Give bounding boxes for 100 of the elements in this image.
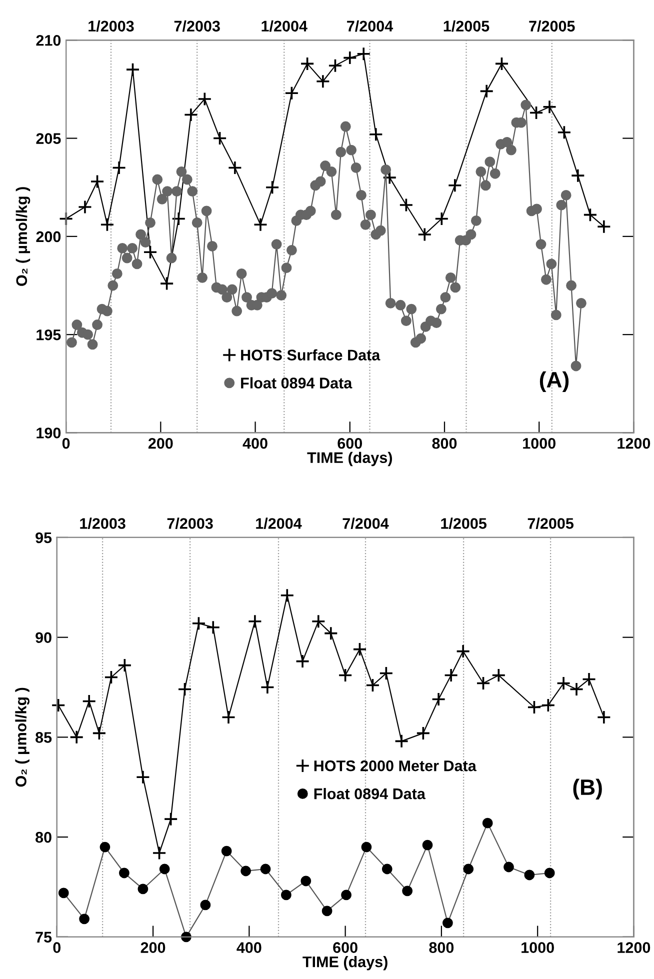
point bbox=[527, 700, 542, 714]
x-tick-label: 0 bbox=[53, 942, 61, 953]
x-tick-label: 200 bbox=[140, 942, 166, 953]
point bbox=[448, 178, 462, 193]
point bbox=[143, 244, 158, 260]
legend-label: Float 0894 Data bbox=[241, 377, 352, 388]
point bbox=[476, 676, 490, 690]
point bbox=[284, 86, 299, 100]
point bbox=[51, 698, 66, 712]
point bbox=[100, 842, 110, 852]
point bbox=[434, 212, 449, 226]
point bbox=[260, 864, 271, 874]
point bbox=[422, 840, 433, 850]
point bbox=[184, 108, 198, 122]
point bbox=[341, 890, 352, 900]
point bbox=[58, 888, 69, 898]
point bbox=[164, 812, 178, 826]
point bbox=[582, 672, 596, 686]
point bbox=[90, 174, 104, 189]
y-tick-label: 80 bbox=[36, 832, 52, 843]
x2-tick-label: 1/2004 bbox=[262, 20, 308, 32]
point bbox=[79, 914, 90, 924]
point bbox=[253, 217, 268, 232]
point bbox=[82, 694, 96, 708]
point bbox=[138, 884, 148, 894]
point bbox=[280, 890, 292, 900]
point bbox=[463, 864, 474, 874]
x2-tick-label: 7/2003 bbox=[174, 20, 220, 32]
annotation: (B) bbox=[573, 778, 602, 800]
point bbox=[356, 46, 371, 62]
point bbox=[416, 726, 430, 740]
point bbox=[178, 682, 192, 696]
point bbox=[221, 710, 236, 724]
point bbox=[352, 642, 367, 656]
point bbox=[504, 862, 514, 872]
point bbox=[570, 168, 586, 183]
point bbox=[596, 710, 612, 724]
point bbox=[295, 654, 310, 668]
y-tick-label: 90 bbox=[36, 632, 52, 644]
point bbox=[265, 180, 280, 195]
point bbox=[212, 131, 227, 146]
point bbox=[342, 50, 358, 65]
point bbox=[444, 668, 458, 682]
x2-tick-label: 7/2005 bbox=[528, 518, 574, 530]
point bbox=[482, 818, 493, 828]
annotation: (A) bbox=[540, 371, 569, 392]
x-tick-label: 1000 bbox=[522, 942, 554, 953]
x-tick-label: 1200 bbox=[618, 942, 650, 953]
y-tick-label: 205 bbox=[36, 133, 61, 144]
point bbox=[379, 666, 394, 680]
legend-label: HOTS Surface Data bbox=[241, 349, 380, 360]
point bbox=[583, 208, 598, 222]
point bbox=[544, 868, 555, 878]
x-tick-label: 400 bbox=[236, 942, 262, 953]
point bbox=[248, 614, 262, 629]
point bbox=[399, 198, 414, 212]
x2-tick-label: 1/2003 bbox=[88, 20, 134, 32]
point bbox=[479, 84, 494, 98]
point bbox=[192, 616, 206, 631]
point bbox=[118, 658, 132, 672]
x2-tick-label: 1/2005 bbox=[441, 518, 487, 530]
point bbox=[366, 678, 380, 692]
x-tick-label: 0 bbox=[62, 438, 70, 449]
point bbox=[557, 125, 572, 140]
y-tick-label: 200 bbox=[36, 231, 61, 242]
x-tick-label: 1000 bbox=[523, 438, 556, 449]
x-tick-label: 800 bbox=[432, 438, 457, 449]
x2-tick-label: 7/2005 bbox=[529, 20, 575, 32]
point bbox=[311, 614, 326, 629]
point bbox=[260, 680, 275, 694]
x-axis-title: TIME (days) bbox=[307, 452, 392, 466]
point bbox=[118, 868, 130, 878]
x2-tick-label: 1/2004 bbox=[256, 518, 302, 530]
point bbox=[200, 900, 211, 910]
point bbox=[198, 92, 212, 106]
x-tick-label: 1200 bbox=[618, 438, 650, 449]
point bbox=[104, 670, 118, 684]
point bbox=[159, 864, 170, 874]
point bbox=[322, 906, 332, 916]
point bbox=[92, 726, 106, 740]
point bbox=[152, 846, 166, 860]
x2-tick-label: 7/2003 bbox=[167, 518, 213, 530]
point bbox=[221, 846, 232, 856]
y-axis-title: O₂ ( μmol/kg ) bbox=[16, 187, 30, 286]
point bbox=[492, 668, 506, 682]
point bbox=[456, 644, 470, 658]
x-axis-title: TIME (days) bbox=[302, 956, 388, 970]
x2-tick-label: 1/2003 bbox=[80, 518, 126, 530]
y-tick-label: 75 bbox=[36, 932, 52, 943]
point bbox=[300, 876, 312, 886]
x-tick-label: 800 bbox=[429, 942, 454, 953]
point bbox=[78, 200, 92, 214]
point bbox=[240, 866, 252, 876]
x2-tick-label: 1/2005 bbox=[444, 20, 490, 32]
point bbox=[368, 127, 384, 142]
point bbox=[402, 886, 413, 896]
point bbox=[100, 217, 114, 232]
point bbox=[126, 62, 140, 77]
point bbox=[361, 842, 372, 852]
point bbox=[494, 56, 509, 71]
